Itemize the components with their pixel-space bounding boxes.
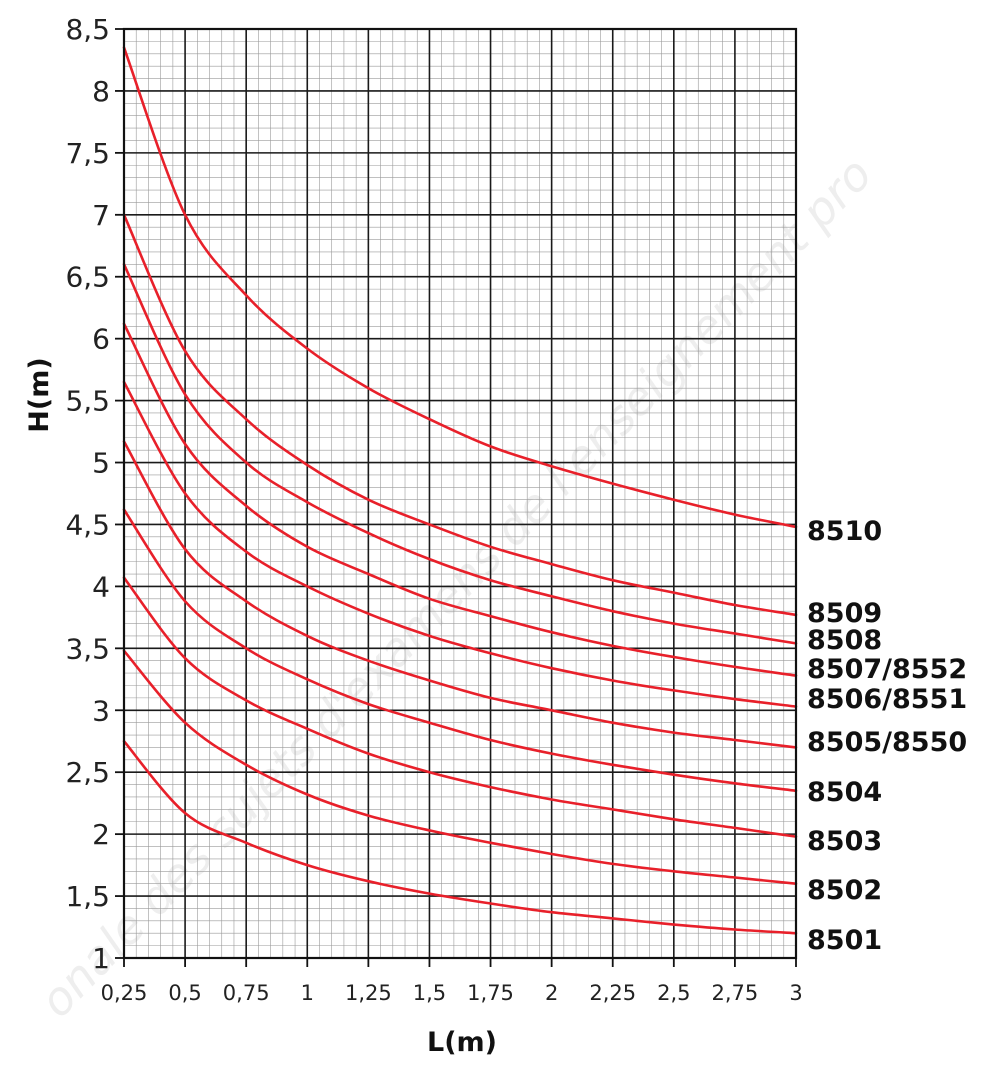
axes — [115, 27, 798, 967]
x-tick-label: 1 — [301, 981, 314, 1005]
series-line-8501 — [122, 739, 798, 935]
series-label-8507-8552: 8507/8552 — [807, 654, 967, 685]
y-tick-label: 2 — [92, 818, 110, 851]
y-tick-label: 6,5 — [65, 261, 110, 294]
series-label-8510: 8510 — [807, 516, 882, 547]
y-tick-label: 2,5 — [65, 756, 110, 789]
series-label-8509: 8509 — [807, 598, 882, 629]
x-tick-label: 0,25 — [101, 981, 148, 1005]
plot-frame — [122, 27, 798, 960]
series-line-8504 — [122, 508, 798, 793]
x-tick-label: 0,75 — [223, 981, 270, 1005]
y-tick-label: 5,5 — [65, 385, 110, 418]
x-tick-label: 3 — [789, 981, 802, 1005]
x-tick-label: 1,75 — [467, 981, 514, 1005]
x-tick-label: 0,5 — [168, 981, 201, 1005]
series-label-8503: 8503 — [807, 826, 882, 857]
series-label-8502: 8502 — [807, 875, 882, 906]
y-tick-labels: 1 1,5 2 2,5 3 3,5 4 4,5 5 5,5 6 6,5 7 7,5 8 8,5 — [65, 13, 110, 975]
x-tick-label: 1,5 — [413, 981, 446, 1005]
x-tick-labels: 0,25 0,5 0,75 1 1,25 1,5 1,75 2 2,25 2,5 2,75 3 — [101, 981, 803, 1005]
y-tick-label: 5 — [92, 447, 110, 480]
series-line-8503 — [122, 576, 798, 838]
x-axis-title: L(m) — [427, 1027, 497, 1058]
y-tick-label: 3,5 — [65, 632, 110, 665]
series-line-8506-8551 — [122, 380, 798, 708]
y-tick-label: 6 — [92, 323, 110, 356]
curves — [122, 46, 798, 935]
x-tick-label: 2 — [545, 981, 558, 1005]
series-line-8508 — [122, 263, 798, 645]
y-tick-label: 4 — [92, 570, 110, 603]
series-line-8510 — [122, 46, 798, 529]
series-label-8506-8551: 8506/8551 — [807, 684, 967, 715]
series-line-8502 — [122, 649, 798, 885]
y-tick-label: 4,5 — [65, 508, 110, 541]
x-tick-label: 2,5 — [657, 981, 690, 1005]
series-label-8505-8550: 8505/8550 — [807, 727, 967, 758]
y-tick-label: 3 — [92, 694, 110, 727]
y-tick-label: 8 — [92, 75, 110, 108]
y-tick-label: 8,5 — [65, 13, 110, 46]
series-label-8504: 8504 — [807, 777, 882, 808]
series-line-8509 — [122, 213, 798, 617]
series-line-8505-8550 — [122, 440, 798, 749]
series-line-8507-8552 — [122, 322, 798, 677]
x-tick-label: 2,75 — [712, 981, 759, 1005]
series-label-8508: 8508 — [807, 625, 882, 656]
y-tick-label: 1,5 — [65, 880, 110, 913]
series-label-8501: 8501 — [807, 925, 882, 956]
y-tick-label: 7,5 — [65, 137, 110, 170]
y-tick-label: 7 — [92, 199, 110, 232]
y-axis-title: H(m) — [24, 357, 55, 432]
x-tick-label: 1,25 — [345, 981, 392, 1005]
x-tick-label: 2,25 — [589, 981, 636, 1005]
y-tick-label: 1 — [92, 942, 110, 975]
